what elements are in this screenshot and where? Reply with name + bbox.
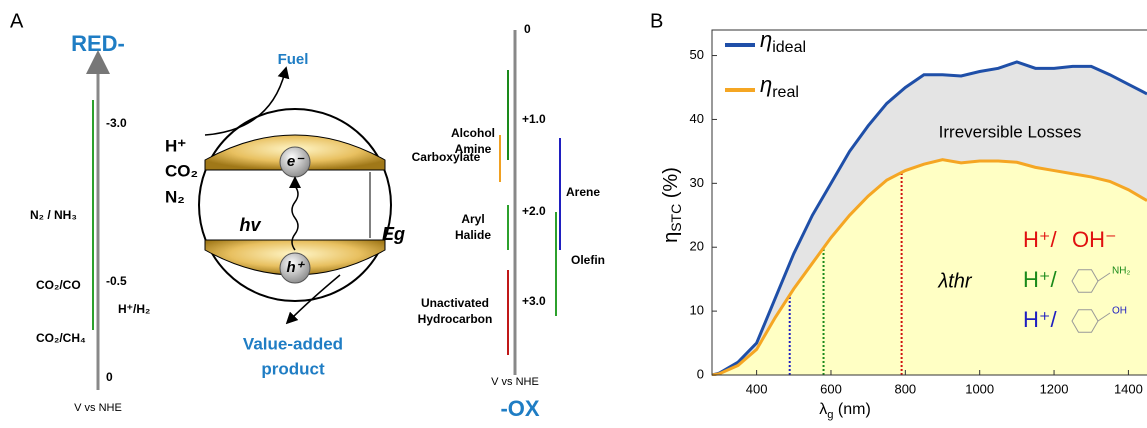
sub: STC bbox=[668, 204, 684, 232]
couple: H⁺/H₂ bbox=[118, 302, 150, 316]
sym: η bbox=[760, 27, 772, 52]
group: Amine bbox=[455, 142, 492, 156]
x-tick-label: 400 bbox=[746, 381, 768, 396]
group: Arene bbox=[566, 185, 600, 199]
group: Carboxylate bbox=[412, 150, 481, 164]
name: ideal bbox=[772, 39, 806, 56]
axis-label: λg (nm) bbox=[819, 401, 871, 421]
panel-label: A bbox=[10, 10, 24, 32]
y-tick-label: 20 bbox=[690, 239, 704, 254]
bond bbox=[1097, 272, 1111, 282]
arrow bbox=[285, 274, 341, 325]
pair-a: H⁺/ bbox=[1023, 227, 1058, 252]
hole bbox=[279, 252, 311, 284]
photon bbox=[289, 176, 301, 251]
x-tick-label: 600 bbox=[820, 381, 842, 396]
pair-b: OH bbox=[1112, 306, 1127, 317]
bond bbox=[1097, 312, 1111, 322]
loss-area bbox=[712, 61, 1147, 375]
sym: η bbox=[760, 72, 772, 97]
x-tick-label: 1400 bbox=[1114, 381, 1143, 396]
y-tick-label: 10 bbox=[690, 303, 704, 318]
group: Olefin bbox=[571, 253, 605, 267]
unit: (nm) bbox=[833, 401, 870, 418]
line bbox=[712, 60, 1147, 376]
pair-b: NH₂ bbox=[1112, 266, 1130, 277]
group: Hydrocarbon bbox=[418, 312, 493, 326]
pair-a: H⁺/ bbox=[1023, 307, 1058, 332]
unit: V vs NHE bbox=[491, 376, 539, 388]
ring bbox=[1071, 309, 1099, 333]
reactant: N₂ bbox=[165, 187, 185, 206]
group: Unactivated bbox=[421, 296, 489, 310]
x-tick-label: 800 bbox=[894, 381, 916, 396]
ox-label: -OX bbox=[500, 396, 539, 421]
e: e⁻ bbox=[287, 153, 305, 170]
y-tick-label: 0 bbox=[697, 366, 704, 381]
couple: CO₂/CO bbox=[36, 278, 81, 292]
group: Alcohol bbox=[451, 126, 495, 140]
pair-a: H⁺/ bbox=[1023, 267, 1058, 292]
pair-b: OH⁻ bbox=[1072, 227, 1117, 252]
plot bbox=[712, 60, 1147, 376]
tick: +1.0 bbox=[522, 112, 546, 126]
annotation: Irreversible Losses bbox=[939, 122, 1082, 141]
tick: +3.0 bbox=[522, 294, 546, 308]
tick: -3.0 bbox=[106, 116, 127, 130]
annotation: λthr bbox=[937, 270, 973, 292]
group: Halide bbox=[455, 228, 491, 242]
tick: +2.0 bbox=[522, 204, 546, 218]
group: Aryl bbox=[461, 212, 484, 226]
fuel: Fuel bbox=[278, 51, 309, 68]
line bbox=[712, 158, 1147, 376]
symbol: λ bbox=[819, 401, 827, 418]
couple: N₂ / NH₃ bbox=[30, 208, 77, 222]
unit: (%) bbox=[660, 167, 682, 204]
y-tick-label: 30 bbox=[690, 175, 704, 190]
axis-label: ηSTC (%) bbox=[660, 167, 683, 243]
tick: 0 bbox=[106, 370, 113, 384]
panel-a: A RED- -3.0 -0.5 0 V vs NHE N₂ / NH₃ CO₂… bbox=[10, 10, 605, 421]
red-label: RED- bbox=[71, 31, 125, 56]
real-area bbox=[712, 159, 1147, 375]
eg: Eg bbox=[382, 224, 405, 244]
x-tick-label: 1200 bbox=[1040, 381, 1069, 396]
legend-label: ηideal bbox=[760, 27, 806, 56]
product: Value-added bbox=[243, 334, 343, 353]
panel-b: B 0 10 20 30 40 50 400 600 800 1000 1200 1400 λg (nm… bbox=[650, 10, 1147, 421]
tick: -0.5 bbox=[106, 274, 127, 288]
name: real bbox=[772, 84, 799, 101]
tick: 0 bbox=[524, 22, 531, 36]
unit: V vs NHE bbox=[74, 402, 122, 414]
legend-label: ηreal bbox=[760, 72, 799, 101]
y-tick-label: 40 bbox=[690, 111, 704, 126]
panel-label: B bbox=[650, 10, 663, 32]
symbol: η bbox=[660, 232, 682, 243]
sub: g bbox=[827, 409, 833, 421]
couple: CO₂/CH₄ bbox=[36, 331, 86, 345]
product: product bbox=[261, 359, 325, 378]
reactant: CO₂ bbox=[165, 161, 198, 180]
x-tick-label: 1000 bbox=[965, 381, 994, 396]
ring bbox=[1071, 269, 1099, 293]
y-tick-label: 50 bbox=[690, 47, 704, 62]
h: h⁺ bbox=[286, 259, 305, 276]
reactant: H⁺ bbox=[165, 136, 186, 155]
hv: hv bbox=[239, 215, 261, 235]
arrow bbox=[204, 66, 290, 136]
plot-frame bbox=[711, 29, 1147, 376]
